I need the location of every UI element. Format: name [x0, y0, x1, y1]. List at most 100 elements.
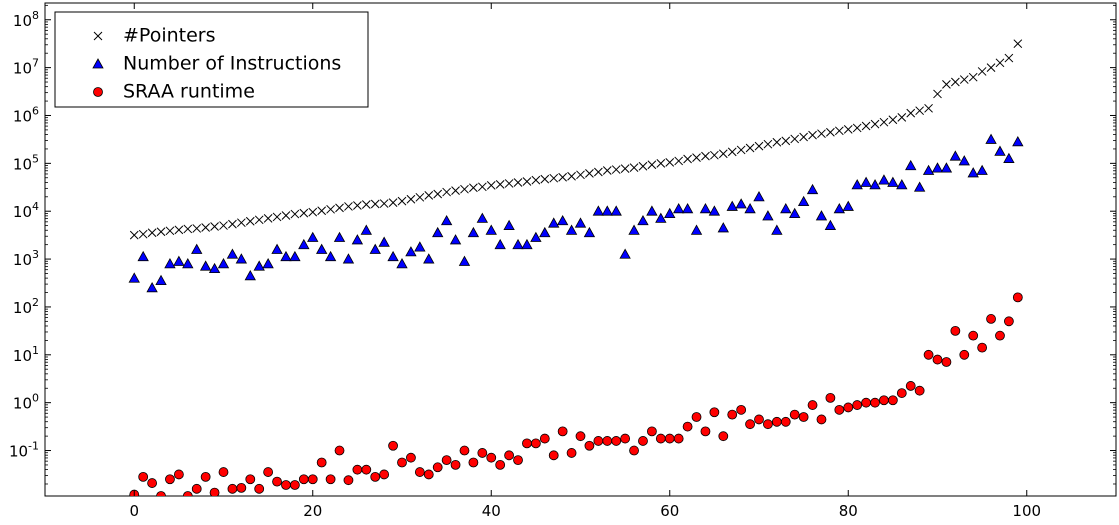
data-point	[922, 164, 935, 175]
y-tick-label: 101	[13, 344, 39, 365]
data-point	[281, 211, 291, 220]
data-point	[191, 483, 202, 494]
data-point	[860, 176, 872, 187]
data-point	[914, 385, 925, 396]
data-point	[870, 119, 880, 129]
data-point	[396, 258, 408, 269]
data-point	[968, 330, 979, 341]
data-point	[806, 183, 819, 195]
data-point	[781, 136, 791, 146]
data-point	[968, 72, 978, 82]
data-point	[289, 480, 300, 490]
data-point	[298, 474, 309, 485]
legend-label: Number of Instructions	[123, 53, 341, 75]
data-point	[932, 354, 943, 365]
data-point	[817, 129, 826, 139]
data-point	[1004, 316, 1014, 327]
data-point	[521, 238, 533, 250]
data-point	[565, 224, 578, 235]
data-point	[799, 132, 808, 142]
data-point	[575, 431, 586, 442]
data-point	[477, 448, 488, 458]
legend: #Pointers Number of Instructions SRAA ru…	[54, 11, 369, 108]
data-point	[432, 462, 443, 473]
data-point	[210, 222, 219, 231]
data-point	[467, 226, 480, 238]
data-point	[913, 181, 926, 192]
data-point	[299, 208, 309, 218]
data-point	[513, 455, 523, 466]
data-point	[995, 330, 1005, 341]
data-point	[815, 210, 828, 221]
data-point	[192, 224, 202, 233]
data-point	[530, 231, 542, 242]
data-point	[182, 491, 193, 496]
data-point	[664, 433, 675, 444]
data-point	[281, 480, 291, 490]
data-point	[388, 440, 398, 451]
data-point	[414, 241, 426, 252]
data-point	[165, 474, 175, 485]
data-point	[174, 225, 184, 235]
data-point	[495, 459, 506, 470]
data-point	[977, 67, 987, 76]
data-point	[442, 187, 451, 197]
data-point	[834, 126, 844, 136]
data-point	[235, 253, 248, 264]
data-point	[879, 117, 889, 127]
data-point	[994, 145, 1006, 156]
data-point	[209, 487, 220, 496]
data-point	[280, 250, 292, 262]
data-point	[566, 448, 577, 458]
data-point	[888, 115, 898, 125]
data-point	[335, 203, 344, 213]
data-point	[522, 438, 532, 449]
series-0	[129, 39, 1023, 240]
data-point	[182, 258, 194, 269]
data-point	[272, 212, 282, 222]
data-point	[745, 419, 755, 430]
y-tick-label: 103	[13, 248, 39, 269]
data-point	[228, 219, 237, 229]
data-point	[485, 224, 497, 235]
data-point	[324, 250, 337, 262]
data-point	[637, 214, 649, 226]
data-point	[950, 77, 960, 87]
data-point	[441, 455, 452, 466]
legend-label: #Pointers	[123, 25, 216, 47]
data-point	[424, 191, 434, 200]
data-point	[307, 474, 318, 485]
y-tick-label: 105	[13, 152, 39, 173]
data-point	[905, 159, 917, 171]
data-point	[253, 260, 265, 271]
data-point	[540, 174, 550, 184]
data-point	[638, 436, 648, 446]
data-point	[548, 217, 560, 228]
data-point	[164, 258, 176, 269]
data-point	[307, 231, 319, 242]
data-point	[477, 182, 487, 192]
data-point	[887, 176, 899, 187]
data-point	[744, 202, 756, 214]
data-point	[584, 440, 595, 451]
x-tick-label: 60	[660, 502, 679, 520]
data-marks	[128, 39, 1024, 496]
data-point	[218, 467, 229, 477]
data-point	[459, 445, 470, 456]
data-point	[593, 167, 603, 177]
data-point	[236, 218, 246, 228]
data-point	[378, 236, 390, 247]
data-point	[406, 452, 416, 463]
legend-label: SRAA runtime	[123, 81, 255, 103]
data-point	[414, 467, 425, 477]
data-point	[1013, 39, 1023, 49]
data-point	[861, 397, 871, 408]
data-point	[797, 195, 810, 207]
data-point	[156, 491, 166, 496]
data-point	[397, 196, 407, 206]
data-point	[959, 75, 969, 84]
data-point	[522, 177, 532, 186]
data-point	[548, 450, 559, 461]
data-point	[1012, 292, 1023, 303]
